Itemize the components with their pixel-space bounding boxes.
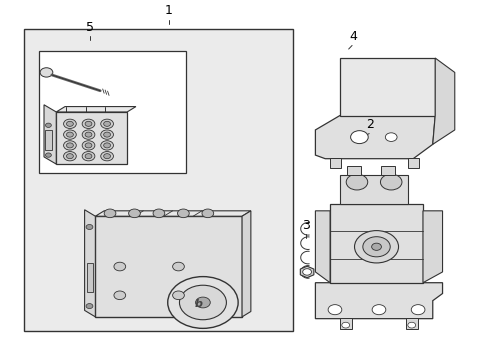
Polygon shape	[56, 107, 136, 112]
Polygon shape	[300, 266, 313, 278]
Circle shape	[354, 231, 398, 263]
Circle shape	[302, 269, 311, 275]
Circle shape	[167, 276, 238, 328]
Polygon shape	[339, 58, 434, 116]
Circle shape	[114, 291, 125, 300]
Text: 3: 3	[301, 219, 309, 232]
Bar	[45, 130, 52, 150]
Text: 2: 2	[366, 118, 373, 131]
Circle shape	[66, 143, 73, 148]
Circle shape	[82, 141, 95, 150]
Circle shape	[40, 68, 53, 77]
Text: 5: 5	[86, 21, 94, 33]
Circle shape	[341, 322, 349, 328]
Circle shape	[153, 209, 164, 218]
Circle shape	[86, 303, 93, 309]
Circle shape	[85, 132, 92, 137]
Circle shape	[410, 305, 424, 315]
Bar	[381, 166, 394, 175]
Bar	[86, 263, 93, 292]
Circle shape	[362, 237, 389, 257]
Bar	[95, 216, 242, 317]
Circle shape	[82, 130, 95, 139]
Circle shape	[101, 152, 113, 161]
Circle shape	[63, 141, 76, 150]
Bar	[339, 175, 407, 204]
Circle shape	[195, 297, 210, 308]
Bar	[329, 204, 422, 283]
Circle shape	[103, 154, 110, 159]
Circle shape	[85, 143, 92, 148]
Circle shape	[66, 132, 73, 137]
Circle shape	[63, 119, 76, 129]
Text: b: b	[195, 299, 203, 309]
Circle shape	[104, 209, 116, 218]
Circle shape	[346, 174, 367, 190]
Circle shape	[371, 243, 381, 250]
Bar	[329, 158, 340, 168]
Circle shape	[114, 262, 125, 271]
Polygon shape	[44, 105, 56, 164]
Circle shape	[63, 130, 76, 139]
Circle shape	[85, 154, 92, 159]
Circle shape	[103, 121, 110, 126]
Bar	[407, 158, 418, 168]
Circle shape	[101, 119, 113, 129]
Circle shape	[101, 130, 113, 139]
Polygon shape	[422, 211, 442, 283]
Bar	[405, 318, 417, 329]
Circle shape	[82, 152, 95, 161]
Circle shape	[172, 262, 184, 271]
Circle shape	[85, 121, 92, 126]
Bar	[339, 318, 351, 329]
Circle shape	[385, 133, 396, 141]
Circle shape	[172, 291, 184, 300]
Circle shape	[45, 123, 51, 127]
Polygon shape	[95, 211, 250, 216]
Circle shape	[327, 305, 341, 315]
Circle shape	[371, 305, 385, 315]
Circle shape	[63, 152, 76, 161]
Polygon shape	[432, 58, 454, 144]
Polygon shape	[84, 210, 95, 317]
Circle shape	[101, 141, 113, 150]
Circle shape	[103, 143, 110, 148]
Circle shape	[179, 285, 226, 320]
Bar	[39, 51, 185, 173]
Circle shape	[350, 131, 367, 144]
Circle shape	[202, 209, 213, 218]
Polygon shape	[315, 116, 434, 159]
Bar	[56, 112, 127, 164]
Bar	[346, 166, 360, 175]
Bar	[24, 29, 293, 331]
Text: 1: 1	[164, 4, 172, 17]
Text: 4: 4	[348, 30, 356, 43]
Polygon shape	[315, 283, 442, 319]
Circle shape	[128, 209, 140, 218]
Circle shape	[177, 209, 189, 218]
Circle shape	[407, 322, 415, 328]
Circle shape	[82, 119, 95, 129]
Circle shape	[380, 174, 401, 190]
Circle shape	[66, 154, 73, 159]
Circle shape	[86, 225, 93, 230]
Circle shape	[45, 153, 51, 157]
Polygon shape	[242, 211, 250, 317]
Circle shape	[103, 132, 110, 137]
Polygon shape	[315, 211, 329, 283]
Circle shape	[66, 121, 73, 126]
